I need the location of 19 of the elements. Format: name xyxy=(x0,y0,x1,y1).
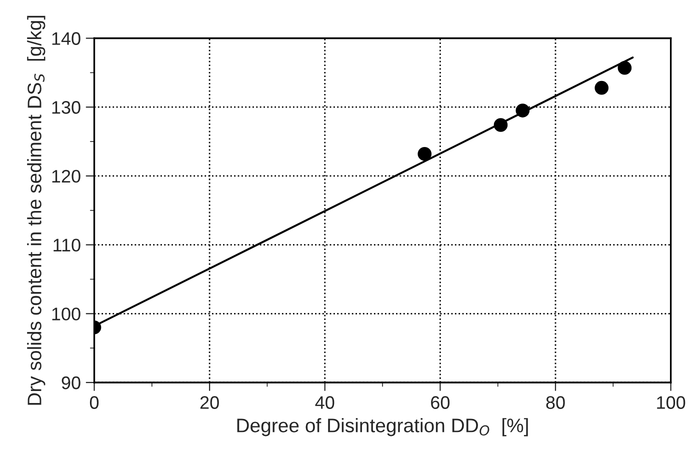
x-tick-label: 0 xyxy=(90,396,99,409)
x-axis-title: Degree of Disintegration DD$_{O}$ [%] xyxy=(237,418,528,436)
y-tick-label: 110 xyxy=(54,238,80,252)
y-tick-label: 90 xyxy=(62,376,80,390)
y-tick-label: 100 xyxy=(52,308,80,320)
x-tick-label: 40 xyxy=(315,396,334,409)
y-tick-label: 140 xyxy=(52,32,80,45)
point xyxy=(516,104,530,118)
x-tick-label: 80 xyxy=(546,396,565,409)
point xyxy=(594,80,609,95)
point xyxy=(494,118,508,132)
point xyxy=(618,60,632,75)
x-tick-label: 20 xyxy=(200,396,219,409)
y-tick-label: 120 xyxy=(52,170,80,183)
point xyxy=(418,147,432,161)
x-tick-label: 100 xyxy=(657,396,686,409)
y-axis-title: Dry solids content in the sediment DS$_{S}$ [g/kg] xyxy=(27,16,46,405)
x-tick-label: 60 xyxy=(431,396,450,409)
y-tick-label: 130 xyxy=(52,101,80,114)
